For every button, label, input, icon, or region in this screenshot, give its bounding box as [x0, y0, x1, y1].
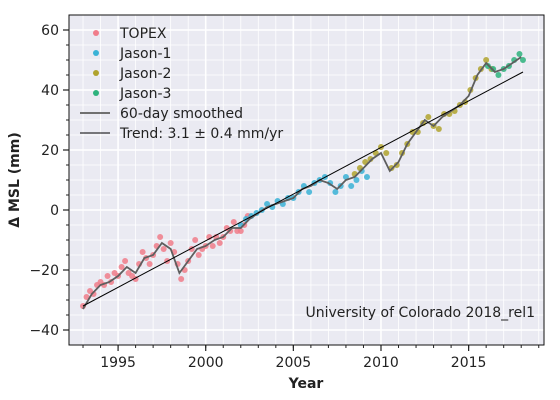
data-point	[216, 240, 223, 246]
data-point	[146, 261, 153, 267]
trend-line	[82, 71, 524, 307]
data-point	[160, 246, 167, 252]
legend-marker	[93, 70, 99, 76]
y-tick-label: 40	[41, 83, 59, 99]
legend-marker	[93, 30, 99, 36]
data-point	[139, 249, 146, 255]
plot-border	[68, 14, 545, 346]
legend-label: Trend: 3.1 ± 0.4 mm/yr	[119, 126, 283, 142]
data-point	[264, 201, 271, 207]
series-layer	[80, 51, 526, 310]
x-tick-label: 2015	[451, 355, 487, 371]
data-point	[519, 57, 526, 63]
data-point	[342, 174, 349, 180]
data-point	[157, 234, 164, 240]
series-trend-3-1-0-4-mm-yr	[82, 71, 524, 307]
data-point	[332, 189, 339, 195]
legend-label: Jason-3	[119, 86, 171, 102]
x-axis-title: Year	[288, 376, 324, 392]
legend-marker	[93, 90, 99, 96]
data-point	[230, 219, 237, 225]
data-point	[435, 126, 442, 132]
grid	[69, 15, 544, 345]
data-point	[363, 174, 370, 180]
legend-label: TOPEX	[119, 26, 167, 42]
y-tick-label: 0	[50, 203, 59, 219]
x-tick-label: 1995	[100, 355, 136, 371]
data-point	[495, 72, 502, 78]
y-tick-label: 60	[41, 23, 59, 39]
data-point	[167, 240, 174, 246]
y-tick-label: −20	[29, 263, 59, 279]
legend: TOPEX Jason-1 Jason-2 Jason-3 60-day smoothe…	[80, 26, 283, 142]
data-point	[383, 150, 390, 156]
data-point	[83, 294, 90, 300]
data-point	[209, 243, 216, 249]
data-point	[483, 57, 490, 63]
x-tick-label: 2000	[188, 355, 224, 371]
data-point	[516, 51, 523, 57]
legend-label: Jason-1	[119, 46, 171, 62]
legend-marker	[93, 50, 99, 56]
data-source-annotation: University of Colorado 2018_rel1	[305, 305, 535, 321]
data-point	[306, 189, 313, 195]
legend-label: 60-day smoothed	[120, 106, 243, 122]
data-point	[118, 264, 125, 270]
data-point	[195, 252, 202, 258]
data-point	[237, 228, 244, 234]
data-point	[425, 114, 432, 120]
y-tick-label: −40	[29, 323, 59, 339]
x-tick-label: 2010	[363, 355, 399, 371]
axis-ticks: 1995 2000 2005 2010 2015 −40 −20 0 20 40 60	[29, 23, 540, 371]
y-tick-label: 20	[41, 143, 59, 159]
data-point	[348, 183, 355, 189]
data-point	[192, 237, 199, 243]
data-point	[178, 276, 185, 282]
x-tick-label: 2005	[276, 355, 312, 371]
data-point	[122, 258, 129, 264]
y-axis-title: Δ MSL (mm)	[7, 132, 23, 228]
legend-label: Jason-2	[119, 66, 171, 82]
data-point	[353, 177, 360, 183]
data-point	[104, 273, 111, 279]
